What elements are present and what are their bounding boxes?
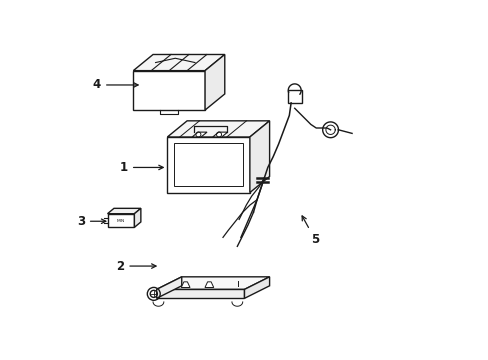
Text: 3: 3 — [77, 215, 105, 228]
Polygon shape — [107, 208, 141, 214]
Polygon shape — [156, 277, 269, 289]
Polygon shape — [107, 214, 134, 227]
Polygon shape — [244, 277, 269, 298]
Polygon shape — [133, 71, 204, 110]
Polygon shape — [181, 282, 190, 288]
Polygon shape — [134, 208, 141, 227]
Polygon shape — [133, 54, 224, 71]
Polygon shape — [167, 137, 249, 193]
Polygon shape — [156, 277, 182, 298]
Text: MIN: MIN — [117, 219, 125, 222]
Polygon shape — [156, 289, 244, 298]
Text: 4: 4 — [93, 78, 138, 91]
Polygon shape — [212, 132, 227, 137]
Polygon shape — [204, 54, 224, 110]
Text: 1: 1 — [120, 161, 163, 174]
Polygon shape — [167, 121, 269, 137]
Text: 5: 5 — [302, 216, 319, 246]
Polygon shape — [249, 121, 269, 193]
Polygon shape — [204, 282, 213, 288]
Polygon shape — [192, 132, 206, 137]
Text: 2: 2 — [116, 260, 156, 273]
